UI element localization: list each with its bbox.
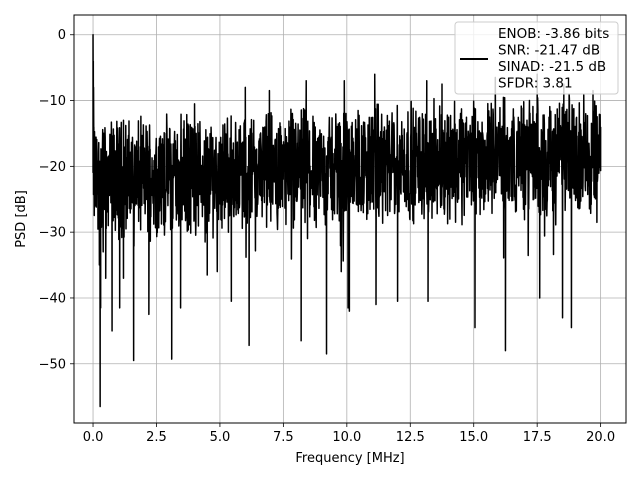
x-tick-label: 15.0 xyxy=(459,430,488,445)
psd-line-layer xyxy=(92,33,602,408)
axes-frame xyxy=(73,14,627,424)
legend-box xyxy=(454,21,619,95)
x-tick-label: 7.5 xyxy=(273,430,294,445)
x-tick-label: 12.5 xyxy=(396,430,425,445)
legend-sinad-text: SINAD: -21.5 dB xyxy=(498,59,606,75)
y-tick-label: −30 xyxy=(39,226,66,241)
y-tick-label: −50 xyxy=(39,357,66,372)
plot-frame xyxy=(73,14,627,424)
x-ticks: 0.0 2.5 5.0 7.5 10.0 12.5 15.0 17.5 20.0 xyxy=(83,423,615,445)
x-tick-label: 2.5 xyxy=(146,430,167,445)
x-tick-label: 17.5 xyxy=(523,430,552,445)
y-tick-label: −40 xyxy=(39,291,66,306)
legend-sfdr-text: SFDR: 3.81 xyxy=(498,76,573,92)
legend: ENOB: -3.86 bits SNR: -21.47 dB SINAD: -… xyxy=(454,21,619,95)
psd-series-line xyxy=(92,33,602,408)
y-tick-label: −20 xyxy=(39,160,66,175)
legend-snr-text: SNR: -21.47 dB xyxy=(498,43,600,59)
x-tick-label: 5.0 xyxy=(210,430,231,445)
x-tick-label: 0.0 xyxy=(83,430,104,445)
x-axis-label: Frequency [MHz] xyxy=(295,451,404,466)
y-ticks: 0 −10 −20 −30 −40 −50 xyxy=(39,28,74,372)
x-tick-label: 20.0 xyxy=(586,430,615,445)
y-tick-label: −10 xyxy=(39,94,66,109)
x-tick-label: 10.0 xyxy=(332,430,361,445)
y-tick-label: 0 xyxy=(58,28,66,43)
legend-enob-text: ENOB: -3.86 bits xyxy=(498,26,609,42)
y-axis-label: PSD [dB] xyxy=(14,190,29,248)
